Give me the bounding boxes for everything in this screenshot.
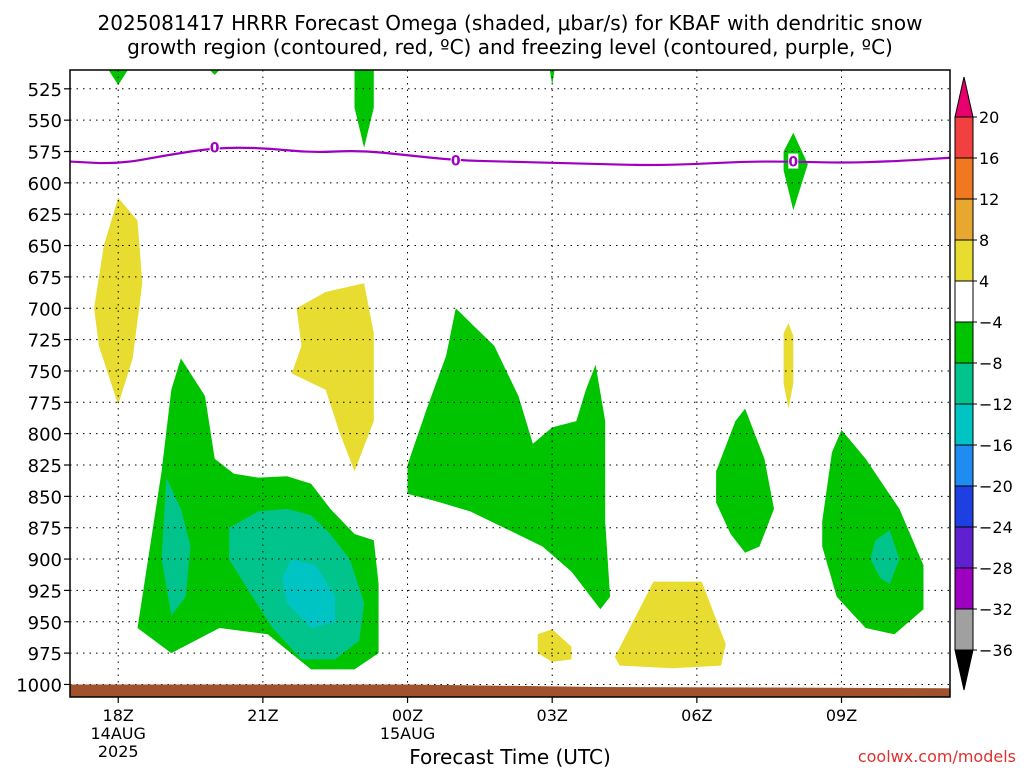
- colorbar-box-1: [954, 116, 974, 159]
- colorbar-label-9: −20: [979, 477, 1013, 496]
- y-tick-label-875: 875: [28, 519, 62, 540]
- x-tick-date-00Z: 15AUG: [380, 724, 435, 743]
- y-axis: 525 550 575 600 625 650 675 700 725 750 775 800 825 8…: [16, 80, 70, 696]
- x-axis-label: Forecast Time (UTC): [409, 745, 611, 768]
- omega-region-2: [354, 70, 374, 148]
- freezing-level-line: [70, 146, 950, 167]
- site-credit: coolwx.com/models: [858, 747, 1016, 766]
- y-tick-label-1000: 1000: [16, 675, 62, 696]
- colorbar-box-8: [954, 403, 974, 446]
- colorbar-bottom-triangle: [954, 649, 974, 691]
- freezing-label-bg-2: [788, 153, 799, 169]
- x-tick-year-18Z: 2025: [98, 742, 139, 761]
- x-tick-label-21Z: 21Z: [247, 706, 278, 725]
- colorbar-label-6: −8: [979, 354, 1003, 373]
- colorbar-box-9: [954, 444, 974, 487]
- colorbar-label-8: −16: [979, 436, 1013, 455]
- y-tick-label-750: 750: [28, 362, 62, 383]
- freezing-label-bg-0: [209, 139, 220, 155]
- colorbar-label-2: 12: [979, 190, 999, 209]
- omega-region-1: [209, 70, 220, 75]
- colorbar-label-12: −32: [979, 600, 1013, 619]
- y-tick-label-800: 800: [28, 425, 62, 446]
- y-tick-label-950: 950: [28, 613, 62, 634]
- omega-region-17: [870, 530, 900, 585]
- y-tick-label-850: 850: [28, 487, 62, 508]
- colorbar-label-10: −24: [979, 518, 1013, 537]
- y-tick-label-975: 975: [28, 644, 62, 665]
- omega-region-14: [407, 308, 611, 610]
- x-tick-label-09Z: 09Z: [826, 706, 857, 725]
- grid-layer: [70, 70, 950, 697]
- y-tick-label-775: 775: [28, 393, 62, 414]
- colorbar-box-10: [954, 485, 974, 528]
- freezing-label-bg-1: [450, 152, 461, 168]
- y-tick-label-625: 625: [28, 205, 62, 226]
- omega-region-9: [614, 581, 726, 669]
- colorbar-box-7: [954, 362, 974, 405]
- colorbar-box-3: [954, 198, 974, 241]
- colorbar-box-4: [954, 239, 974, 282]
- y-tick-label-925: 925: [28, 581, 62, 602]
- chart-title-line1: 2025081417 HRRR Forecast Omega (shaded, …: [98, 11, 923, 35]
- x-tick-label-03Z: 03Z: [537, 706, 568, 725]
- colorbar-label-5: −4: [979, 313, 1003, 332]
- colorbar-label-4: 4: [979, 272, 989, 291]
- plot-area: 0 0 0: [70, 70, 950, 697]
- colorbar-box-11: [954, 526, 974, 569]
- colorbar-box-13: [954, 608, 974, 651]
- colorbar-box-6: [954, 321, 974, 364]
- omega-region-4: [783, 132, 808, 211]
- colorbar-label-13: −36: [979, 641, 1013, 660]
- colorbar-label-7: −12: [979, 395, 1013, 414]
- colorbar-label-11: −28: [979, 559, 1013, 578]
- x-tick-date-18Z: 14AUG: [91, 724, 146, 743]
- colorbar-label-3: 8: [979, 231, 989, 250]
- y-tick-label-900: 900: [28, 550, 62, 571]
- omega-region-15: [716, 408, 774, 553]
- omega-region-16: [822, 429, 924, 635]
- omega-region-6: [291, 283, 374, 472]
- x-tick-label-06Z: 06Z: [681, 706, 712, 725]
- colorbar: 20 16 12 8 4 −4 −8 −12 −16 −20 −24 −28 −32 −36: [954, 76, 1013, 691]
- freezing-level-label-1: 0: [451, 153, 461, 169]
- colorbar-top-triangle: [954, 76, 974, 118]
- chart-title-line2: growth region (contoured, red, ºC) and f…: [127, 35, 893, 59]
- plot-frame: [69, 69, 951, 698]
- y-tick-label-650: 650: [28, 237, 62, 258]
- omega-region-8: [537, 629, 572, 662]
- omega-region-11: [161, 477, 191, 616]
- omega-shading-layer: [94, 70, 924, 670]
- y-tick-label-725: 725: [28, 331, 62, 352]
- colorbar-label-1: 16: [979, 149, 999, 168]
- y-tick-label-675: 675: [28, 268, 62, 289]
- y-tick-label-700: 700: [28, 299, 62, 320]
- freezing-level-label-2: 0: [788, 155, 798, 171]
- freezing-level-label-0: 0: [210, 141, 220, 157]
- colorbar-box-2: [954, 157, 974, 200]
- colorbar-box-5: [954, 280, 974, 323]
- colorbar-label-0: 20: [979, 108, 999, 127]
- terrain-fill: [70, 684, 950, 697]
- omega-region-13: [282, 559, 336, 628]
- x-tick-label-18Z: 18Z: [103, 706, 134, 725]
- omega-region-7: [783, 323, 794, 409]
- omega-region-5: [94, 197, 143, 405]
- y-tick-label-550: 550: [28, 111, 62, 132]
- terrain-layer: [70, 684, 950, 697]
- y-tick-label-575: 575: [28, 143, 62, 164]
- y-tick-label-525: 525: [28, 80, 62, 101]
- x-tick-label-00Z: 00Z: [392, 706, 423, 725]
- y-tick-label-600: 600: [28, 174, 62, 195]
- colorbar-box-12: [954, 567, 974, 610]
- freezing-level-layer: 0 0 0: [70, 139, 950, 171]
- y-tick-label-825: 825: [28, 456, 62, 477]
